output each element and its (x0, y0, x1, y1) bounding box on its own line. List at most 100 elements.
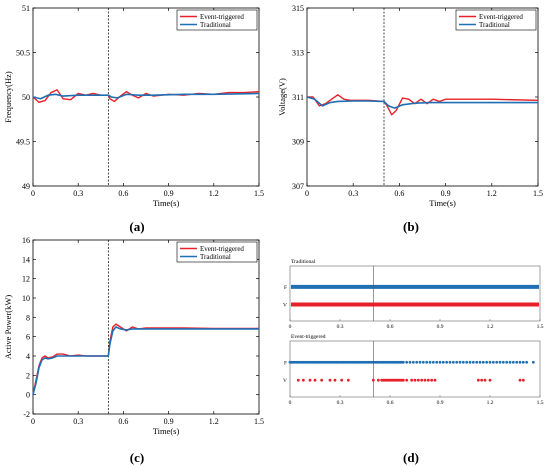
legend-entry: Event-triggered (200, 13, 244, 21)
y-tick-label: 2 (26, 371, 30, 380)
y-tick-label: 10 (22, 294, 30, 303)
trigger-point-f (465, 360, 469, 364)
legend-entry: Event-triggered (200, 245, 244, 253)
trigger-point-v (518, 378, 522, 382)
subplot-title: Event-triggered (291, 334, 326, 340)
trigger-point-v (346, 378, 350, 382)
x-tick-label: 0.6 (394, 189, 404, 198)
series-line-traditional (306, 96, 538, 109)
x-axis-label: Time(s) (429, 198, 456, 208)
y-tick-label: 313 (292, 49, 304, 58)
trigger-point-v (480, 378, 484, 382)
trigger-point-v (328, 378, 332, 382)
x-tick-label: 1.2 (487, 400, 494, 406)
subplot-frame (289, 340, 541, 398)
trigger-point-f (418, 360, 422, 364)
chart-panel-a: 0 0.3 0.6 0.9 1.2 1.5 49 49.5 50 50.5 51 Time(s) Fre… (3, 4, 264, 208)
y-tick-label: 6 (26, 333, 30, 342)
trigger-point-f (488, 360, 492, 364)
x-tick-label: 1.2 (209, 417, 219, 426)
x-tick-label: 0.6 (118, 189, 128, 198)
trigger-point-v (423, 378, 427, 382)
trigger-point-v (430, 378, 434, 382)
x-tick-label: 1.2 (209, 189, 219, 198)
trigger-point-f (501, 360, 505, 364)
x-tick-label: 1.5 (537, 324, 544, 330)
x-tick-label: 1.2 (487, 189, 497, 198)
y-tick-label: -2 (23, 410, 30, 419)
x-tick-label: 0.6 (387, 400, 394, 406)
x-tick-label: 0.9 (441, 189, 451, 198)
trigger-point-v (333, 378, 337, 382)
subplot-frame (289, 265, 541, 322)
trigger-point-f (458, 360, 462, 364)
plot-frame (32, 7, 260, 187)
trigger-point-f (511, 360, 515, 364)
x-tick-label: 0.9 (437, 324, 444, 330)
subplot-title: Traditional (291, 259, 316, 265)
y-tick-label: 315 (292, 4, 304, 13)
trigger-point-v (488, 378, 492, 382)
trigger-point-v (416, 378, 420, 382)
panel-label-b: (b) (403, 219, 419, 234)
trigger-point-f (508, 360, 512, 364)
x-tick-label: 0.3 (337, 324, 344, 330)
trigger-point-v (320, 378, 324, 382)
row-label: F (284, 360, 287, 366)
x-tick-label: 0.3 (73, 417, 83, 426)
x-tick-label: 0.3 (73, 189, 83, 198)
trigger-point-f (518, 360, 522, 364)
y-tick-label: 49 (22, 182, 30, 191)
trigger-point-f (475, 360, 479, 364)
x-tick-label: 0.9 (164, 189, 174, 198)
trigger-point-f (481, 360, 485, 364)
y-tick-label: 307 (292, 182, 304, 191)
plot-frame (32, 239, 260, 415)
panel-label-a: (a) (129, 219, 144, 234)
trigger-point-f (485, 360, 489, 364)
chart-panel-b: 0 0.3 0.6 0.9 1.2 1.5 307 309 311 313 315 Time(s) Vo… (277, 4, 543, 208)
trigger-point-v (433, 378, 437, 382)
trigger-point-v (296, 378, 300, 382)
trigger-point-v (340, 378, 344, 382)
x-tick-label: 0 (31, 189, 35, 198)
trigger-point-f (525, 360, 529, 364)
x-tick-label: 0 (289, 324, 292, 330)
trigger-point-f (431, 360, 435, 364)
y-tick-label: 51 (22, 4, 30, 13)
trigger-point-v (401, 378, 405, 382)
trigger-point-f (455, 360, 459, 364)
trigger-point-f (505, 360, 509, 364)
trigger-point-f (471, 360, 475, 364)
legend-entry: Traditional (200, 253, 231, 261)
x-tick-label: 1.5 (254, 417, 264, 426)
trigger-point-v (521, 378, 525, 382)
series-line-traditional (32, 326, 259, 395)
legend-entry: Event-triggered (479, 13, 523, 21)
chart-panel-c: 0 0.3 0.6 0.9 1.2 1.5-20246810121416Time(s)Ac… (3, 236, 264, 436)
trigger-point-f (438, 360, 442, 364)
trigger-point-f (451, 360, 455, 364)
trigger-point-v (410, 378, 414, 382)
trigger-point-f (468, 360, 472, 364)
x-tick-label: 0.3 (348, 189, 358, 198)
trigger-point-f (401, 360, 405, 364)
trigger-point-f (498, 360, 502, 364)
x-tick-label: 0.9 (437, 400, 444, 406)
trigger-point-f (521, 360, 525, 364)
legend-entry: Traditional (479, 21, 510, 29)
trigger-point-f (531, 360, 535, 364)
y-axis-label: Voltage(V) (277, 78, 287, 116)
y-tick-label: 4 (26, 352, 30, 361)
trigger-point-v (420, 378, 424, 382)
trigger-point-v (476, 378, 480, 382)
chart-panel-d: Traditional 0 0.3 0.6 0.9 1.2 1.5 F V Event-trigg… (283, 259, 544, 406)
subplot-event-triggered: Event-triggered 0 0.3 0.6 0.9 1.2 1.5 F V (283, 334, 544, 406)
x-tick-label: 0.9 (164, 417, 174, 426)
y-tick-label: 309 (292, 138, 304, 147)
panel-label-c: (c) (130, 450, 144, 465)
row-label: V (283, 378, 287, 384)
